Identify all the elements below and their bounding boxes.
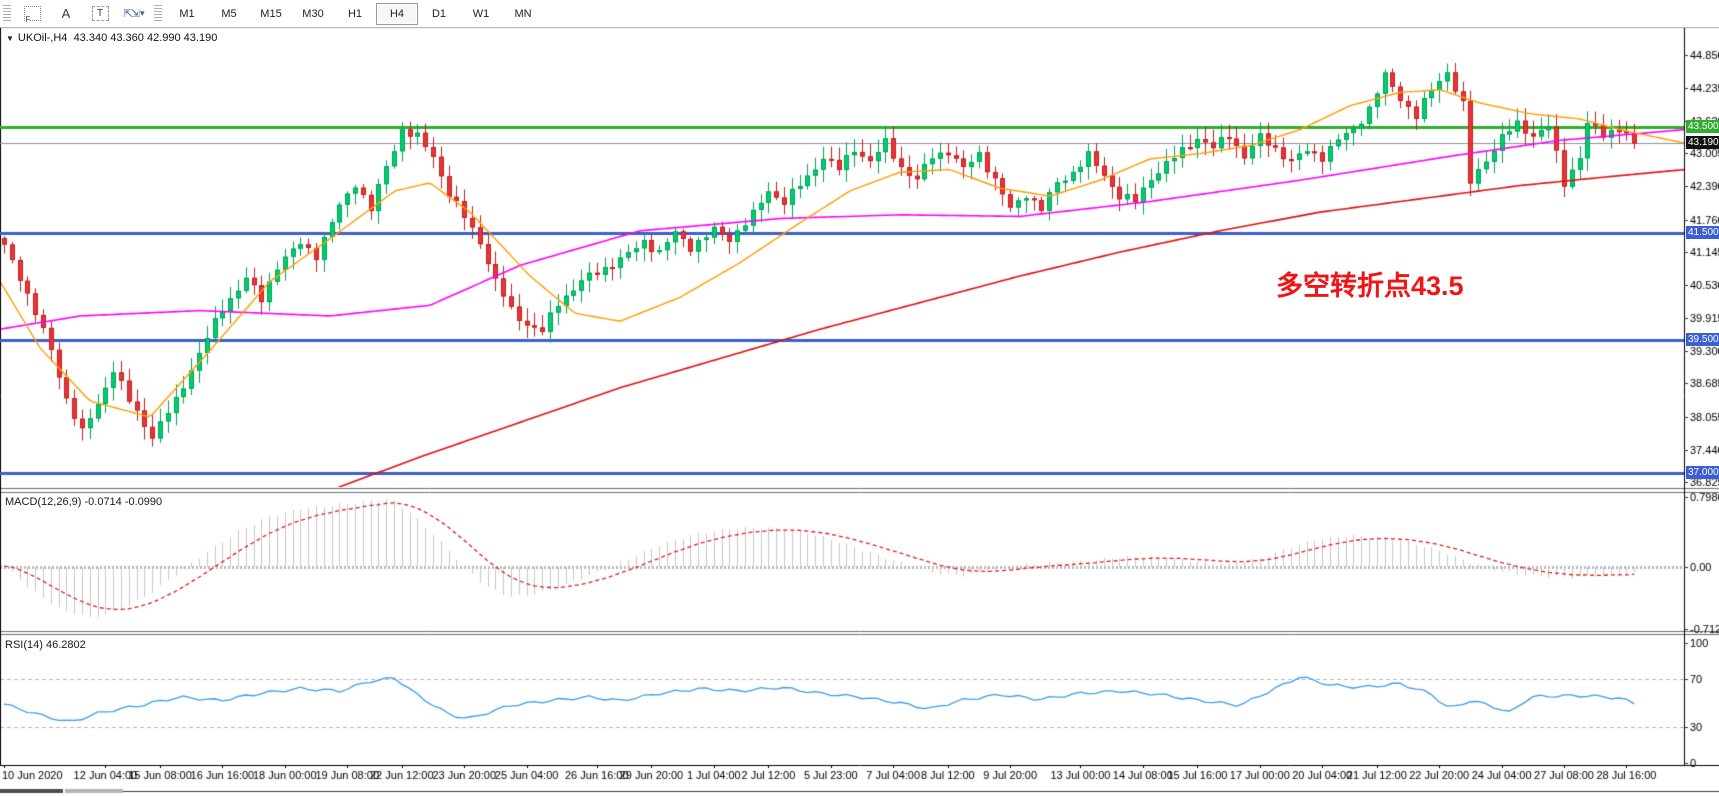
collapse-triangle-icon[interactable]: ▼ [6,34,14,43]
tab-mn[interactable]: MN [514,7,532,20]
text-label-tool-button[interactable]: T [83,3,117,25]
tab-m30[interactable]: M30 [302,7,324,20]
rsi-indicator-label: RSI(14) 46.2802 [5,639,86,651]
tab-m5[interactable]: M5 [221,7,237,20]
cycle-lines-button[interactable]: ⇱⇲ ▾ [117,3,151,25]
symbol-timeframe: UKOil-,H4 [17,32,68,44]
tab-m15[interactable]: M15 [260,7,282,20]
grid-box-icon: F [23,6,41,24]
chart-title: ▼ UKOil-,H4 43.340 43.360 42.990 43.190 [6,32,217,44]
price-badge-support-1: 41.500 [1686,226,1719,239]
toolbar-grip-2[interactable] [154,4,162,23]
rsi-value: 46.2802 [45,639,86,651]
toolbar-grip[interactable] [3,4,11,23]
chart-text-annotation[interactable]: 多空转折点43.5 [1276,271,1464,301]
tab-m1[interactable]: M1 [179,7,195,20]
text-label-icon: T [91,6,109,21]
macd-indicator-label: MACD(12,26,9) -0.0714 -0.0990 [5,496,163,508]
ohlc-values: 43.340 43.360 42.990 43.190 [73,32,218,44]
macd-values: -0.0714 -0.0990 [84,496,163,508]
price-badge-current: 43.190 [1686,136,1719,149]
tab-h4[interactable]: H4 [376,2,418,25]
tab-d1[interactable]: D1 [431,7,447,20]
cycle-arrows-icon: ⇱⇲ [123,8,141,20]
tab-w1[interactable]: W1 [472,7,490,20]
grid-f-label: F [25,15,31,24]
price-badge-resistance: 43.500 [1686,120,1719,133]
letter-a-icon: A [61,6,71,21]
dropdown-caret-icon: ▾ [139,8,145,18]
pointer-grid-icon[interactable]: F [15,3,49,25]
price-badge-support-3: 37.000 [1686,466,1719,479]
text-a-tool-button[interactable]: A [49,3,83,25]
toolbar: F A T ⇱⇲ ▾ M1 M5 M15 M30 H1 H4 D1 W1 MN [0,0,1719,28]
tab-h1[interactable]: H1 [347,7,363,20]
price-badge-support-2: 39.500 [1686,333,1719,346]
